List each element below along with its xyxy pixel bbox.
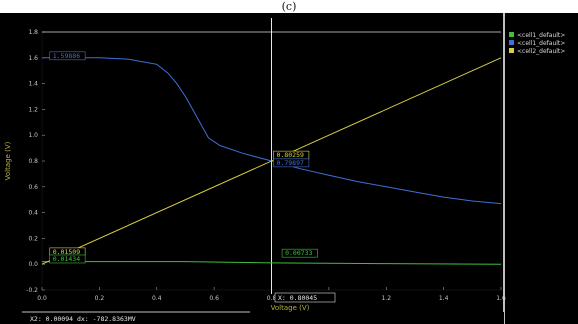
svg-text:X2: 0.00094 dx: -782.8363MV: X2: 0.00094 dx: -782.8363MV [30, 315, 136, 323]
legend-swatch [509, 48, 514, 53]
x-tick-label: 0.4 [152, 295, 162, 302]
x-tick-label: 0.6 [209, 295, 219, 302]
x-tick-label: 0.2 [95, 295, 105, 302]
x-tick-label: 0.8 [267, 295, 277, 302]
series-lines [41, 57, 502, 265]
value-label-text: 0.79897 [277, 159, 304, 167]
y-tick-label: 0.2 [28, 235, 38, 242]
x-tick-label: 1.4 [439, 295, 449, 302]
status-bar: X2: 0.00094 dx: -782.8363MV [0, 311, 504, 324]
value-label-text: 0.80259 [277, 151, 304, 159]
y-tick-label: -0.2 [26, 287, 38, 294]
y-tick-label: 1.2 [28, 106, 38, 113]
y-tick-label: 0.4 [28, 210, 38, 217]
plot-window [0, 13, 578, 324]
y-tick-label: 1.4 [28, 81, 38, 88]
value-label: 0.00733 [281, 248, 318, 258]
value-label-text: 0.01434 [53, 255, 80, 263]
legend-entry[interactable]: <cell1_default> [517, 32, 565, 39]
x-tick-label: 1.2 [381, 295, 391, 302]
value-label-text: 0.01509 [53, 248, 80, 256]
cursor-x-readout: X: 0.80045 [274, 292, 336, 303]
y-tick-label: 1.0 [28, 132, 38, 139]
series-line-1 [42, 57, 502, 205]
legend-swatch [509, 40, 514, 45]
value-label: 1.59886 [49, 51, 86, 61]
y-tick-label: 1.6 [28, 55, 38, 62]
y-tick-label: 0.8 [28, 158, 38, 165]
legend: <cell1_default><cell1_default><cell2_def… [509, 32, 565, 55]
y-tick-label: 0.6 [28, 184, 38, 191]
y-axis-label: Voltage (V) [4, 141, 12, 180]
legend-swatch [509, 32, 514, 37]
legend-entry[interactable]: <cell2_default> [517, 48, 565, 55]
legend-entry[interactable]: <cell1_default> [517, 40, 565, 47]
y-tick-label: 0.0 [28, 261, 38, 268]
y-axis-ticks: -0.2 0.0 0.2 0.4 0.6 0.8 1.0 1.2 1.4 1.6 1.8 [26, 29, 45, 294]
figure-caption: (c) [282, 0, 297, 13]
svg-text:X: 0.80045: X: 0.80045 [278, 294, 317, 302]
cursor-lines [42, 18, 501, 294]
value-label-text: 1.59886 [53, 52, 80, 60]
x-axis-label: Voltage (V) [271, 304, 310, 312]
value-label: 0.01434 [49, 254, 86, 264]
x-tick-label: 1.6 [496, 295, 506, 302]
value-label-text: 0.00733 [285, 249, 312, 257]
series-line-0 [42, 261, 502, 265]
series-line-2 [41, 57, 502, 265]
x-tick-label: 0.0 [37, 295, 47, 302]
value-label: 0.79897 [273, 158, 310, 168]
y-tick-label: 1.8 [28, 29, 38, 36]
